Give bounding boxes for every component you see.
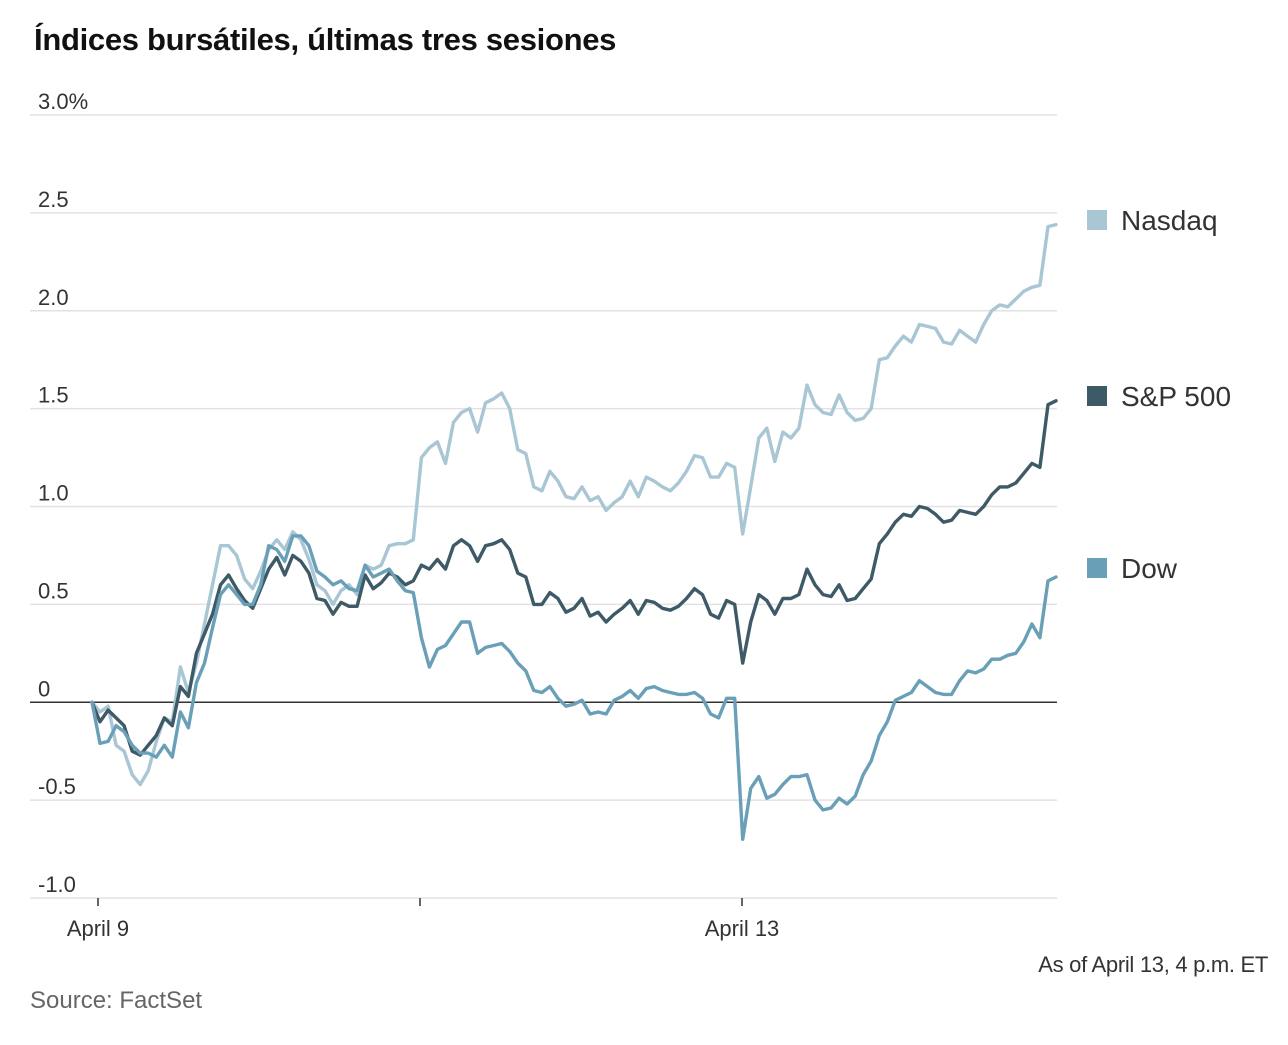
y-tick-label: -0.5 — [38, 774, 76, 799]
as-of-note: As of April 13, 4 p.m. ET — [1038, 952, 1268, 977]
legend: Nasdaq S&P 500 Dow — [1087, 205, 1231, 584]
y-tick-label: 1.5 — [38, 383, 69, 408]
y-tick-label: 2.5 — [38, 187, 69, 212]
series-line-dow — [90, 534, 1058, 841]
chart-title: Índices bursátiles, últimas tres sesione… — [34, 22, 617, 57]
x-tick-label: April 13 — [705, 916, 780, 941]
x-tick-label: April 9 — [67, 916, 129, 941]
legend-label: S&P 500 — [1121, 381, 1231, 412]
y-tick-label: 0.5 — [38, 578, 69, 603]
series-line-s-p-500 — [90, 399, 1058, 757]
grid-layer: 3.0% 2.5 2.0 1.5 1.0 0.5 0 -0.5 -1.0 — [30, 89, 1057, 899]
legend-swatch — [1087, 558, 1107, 578]
x-axis: April 9 April 13 — [67, 898, 779, 941]
legend-label: Nasdaq — [1121, 205, 1218, 236]
y-tick-label: 0 — [38, 676, 50, 701]
series-layer — [90, 222, 1058, 841]
source-note: Source: FactSet — [30, 987, 203, 1014]
legend-label: Dow — [1121, 553, 1178, 584]
y-tick-label: -1.0 — [38, 872, 76, 897]
series-line-nasdaq — [90, 222, 1058, 787]
y-tick-label: 2.0 — [38, 285, 69, 310]
y-tick-label: 3.0% — [38, 89, 88, 114]
legend-swatch — [1087, 386, 1107, 406]
y-tick-label: 1.0 — [38, 481, 69, 506]
legend-swatch — [1087, 210, 1107, 230]
